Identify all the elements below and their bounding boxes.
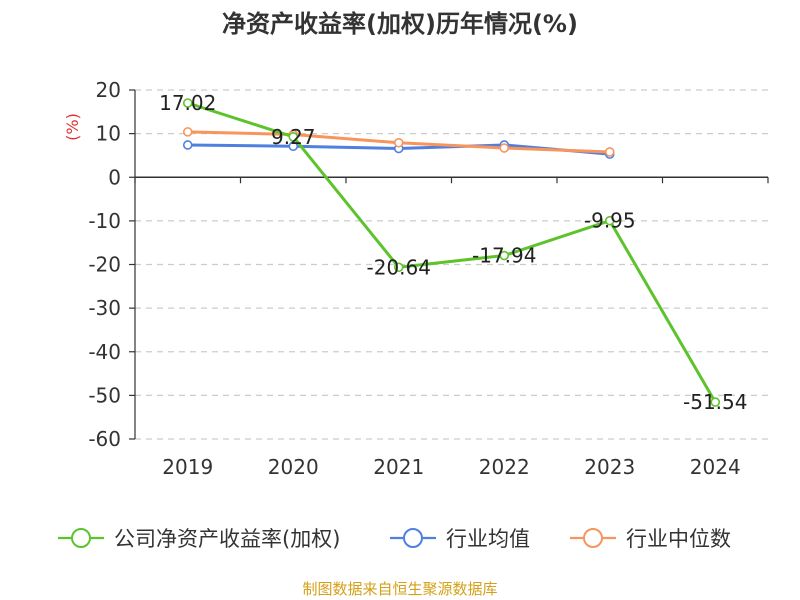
legend-label: 行业均值 bbox=[446, 527, 530, 551]
data-label: 9.27 bbox=[271, 125, 316, 149]
data-point bbox=[393, 137, 404, 148]
data-point bbox=[182, 127, 193, 137]
data-labels: 17.02 9.27 -20.64 -17.94 -9.95 -51.54 bbox=[159, 91, 747, 414]
grid-lines bbox=[135, 89, 768, 440]
data-point bbox=[604, 147, 615, 157]
series-lines bbox=[182, 98, 721, 407]
legend-marker bbox=[403, 528, 423, 548]
legend-label: 行业中位数 bbox=[626, 527, 731, 551]
y-tick-label: -30 bbox=[88, 296, 121, 320]
y-axis-label: (%) bbox=[63, 113, 82, 141]
x-tick-label: 2023 bbox=[584, 455, 635, 479]
x-tick-label: 2019 bbox=[162, 455, 213, 479]
x-tick-label: 2021 bbox=[373, 455, 424, 479]
data-point bbox=[288, 132, 299, 142]
y-tick-label: -20 bbox=[88, 253, 121, 277]
y-tick-label: -40 bbox=[88, 340, 121, 364]
chart-title: 净资产收益率(加权)历年情况(%) bbox=[222, 10, 578, 38]
data-label: 17.02 bbox=[159, 91, 216, 115]
data-point bbox=[710, 397, 721, 407]
data-label: -20.64 bbox=[367, 255, 431, 279]
legend: 公司净资产收益率(加权) 行业均值 行业中位数 bbox=[58, 527, 731, 551]
data-point bbox=[499, 250, 510, 261]
y-tick-label: 10 bbox=[96, 122, 121, 146]
legend-marker bbox=[583, 528, 603, 548]
x-tick-label: 2024 bbox=[690, 455, 741, 479]
y-tick-label: 0 bbox=[108, 165, 121, 189]
data-point bbox=[499, 143, 510, 153]
series-line bbox=[187, 101, 717, 403]
source-note: 制图数据来自恒生聚源数据库 bbox=[302, 580, 497, 598]
legend-label: 公司净资产收益率(加权) bbox=[114, 527, 340, 551]
legend-marker bbox=[71, 528, 91, 548]
y-tick-label: -10 bbox=[88, 209, 121, 233]
y-tick-label: -60 bbox=[88, 427, 121, 451]
data-point bbox=[393, 262, 404, 273]
data-point bbox=[182, 98, 193, 108]
data-point bbox=[604, 215, 615, 226]
x-tick-label: 2022 bbox=[479, 455, 530, 479]
data-label: -17.94 bbox=[472, 244, 536, 268]
data-label: -9.95 bbox=[584, 209, 636, 233]
data-point bbox=[288, 141, 299, 152]
y-tick-label: 20 bbox=[96, 78, 121, 102]
y-tick-label: -50 bbox=[88, 383, 121, 407]
data-label: -51.54 bbox=[683, 390, 747, 414]
data-point bbox=[182, 140, 193, 150]
axes: 20 10 0 -10 -20 -30 -40 -50 -60 2019 2020 2021 2022 2… bbox=[88, 78, 769, 479]
x-tick-label: 2020 bbox=[268, 455, 319, 479]
